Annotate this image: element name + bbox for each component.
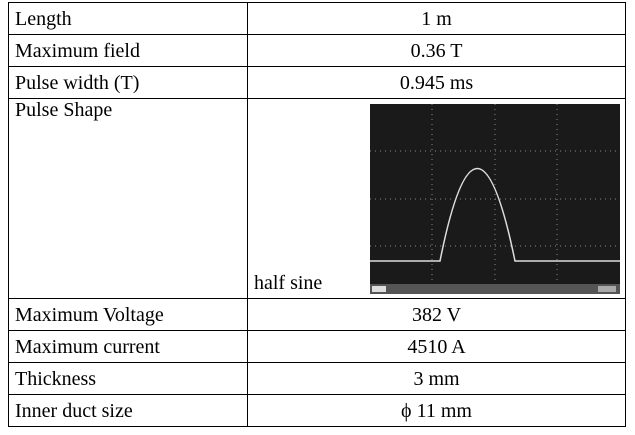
row: Pulse Shape half sine — [8, 98, 626, 299]
label: Length — [8, 2, 248, 35]
label: Maximum Voltage — [8, 298, 248, 331]
label: Pulse Shape — [8, 98, 248, 299]
parameter-table: Length 1 m Maximum field 0.36 T Pulse widt… — [8, 2, 626, 427]
label: Maximum field — [8, 34, 248, 67]
caption: half sine — [254, 272, 323, 294]
value-cell: half sine — [247, 98, 626, 299]
label: Maximum current — [8, 330, 248, 363]
row: Maximum current 4510 A — [8, 330, 626, 363]
row: Thickness 3 mm — [8, 362, 626, 395]
row: Inner duct size ϕ 11 mm — [8, 394, 626, 427]
value: 1 m — [247, 2, 626, 35]
row: Maximum field 0.36 T — [8, 34, 626, 67]
label: Pulse width (T) — [8, 66, 248, 99]
value: 0.945 ms — [247, 66, 626, 99]
label: Inner duct size — [8, 394, 248, 427]
value: 4510 A — [247, 330, 626, 363]
value: 382 V — [247, 298, 626, 331]
value: ϕ 11 mm — [247, 394, 626, 427]
label: Thickness — [8, 362, 248, 395]
row: Length 1 m — [8, 2, 626, 35]
oscilloscope-image — [370, 104, 620, 294]
value: 3 mm — [247, 362, 626, 395]
row: Maximum Voltage 382 V — [8, 298, 626, 331]
row: Pulse width (T) 0.945 ms — [8, 66, 626, 99]
value: 0.36 T — [247, 34, 626, 67]
